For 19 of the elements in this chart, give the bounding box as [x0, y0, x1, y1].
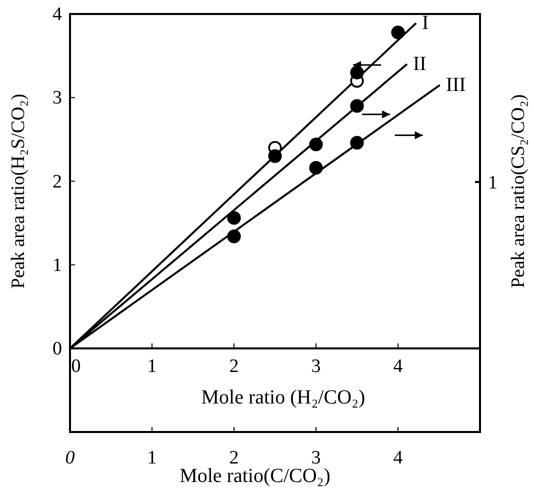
- x2-axis-title: Mole ratio (H₂/CO₂): [201, 386, 366, 408]
- y-axis-title: Peak area ratio(H₂S/CO₂): [8, 94, 29, 289]
- y-tick-label: 1: [52, 254, 62, 276]
- x-tick-label: 3: [311, 356, 321, 377]
- y-tick-label: 3: [52, 88, 62, 109]
- x-tick-label: 4: [393, 356, 404, 377]
- y-tick-label: 2: [52, 171, 62, 192]
- series-label: I: [422, 12, 429, 34]
- y2-axis-title: Peak area ratio(CS₂/CO₂): [508, 94, 529, 288]
- y-tick-label: 4: [52, 4, 62, 26]
- legend-label: II: [413, 53, 426, 76]
- x-tick-label: 2: [229, 356, 239, 377]
- y-tick-label: 0: [52, 338, 62, 360]
- x-tick-label: 1: [147, 356, 157, 377]
- x-tick-label: 0: [71, 356, 81, 377]
- x2-tick-label: 1: [147, 447, 157, 468]
- x2-tick-label: 4: [393, 447, 404, 468]
- series-label: III: [446, 74, 466, 96]
- text: 1: [488, 172, 498, 194]
